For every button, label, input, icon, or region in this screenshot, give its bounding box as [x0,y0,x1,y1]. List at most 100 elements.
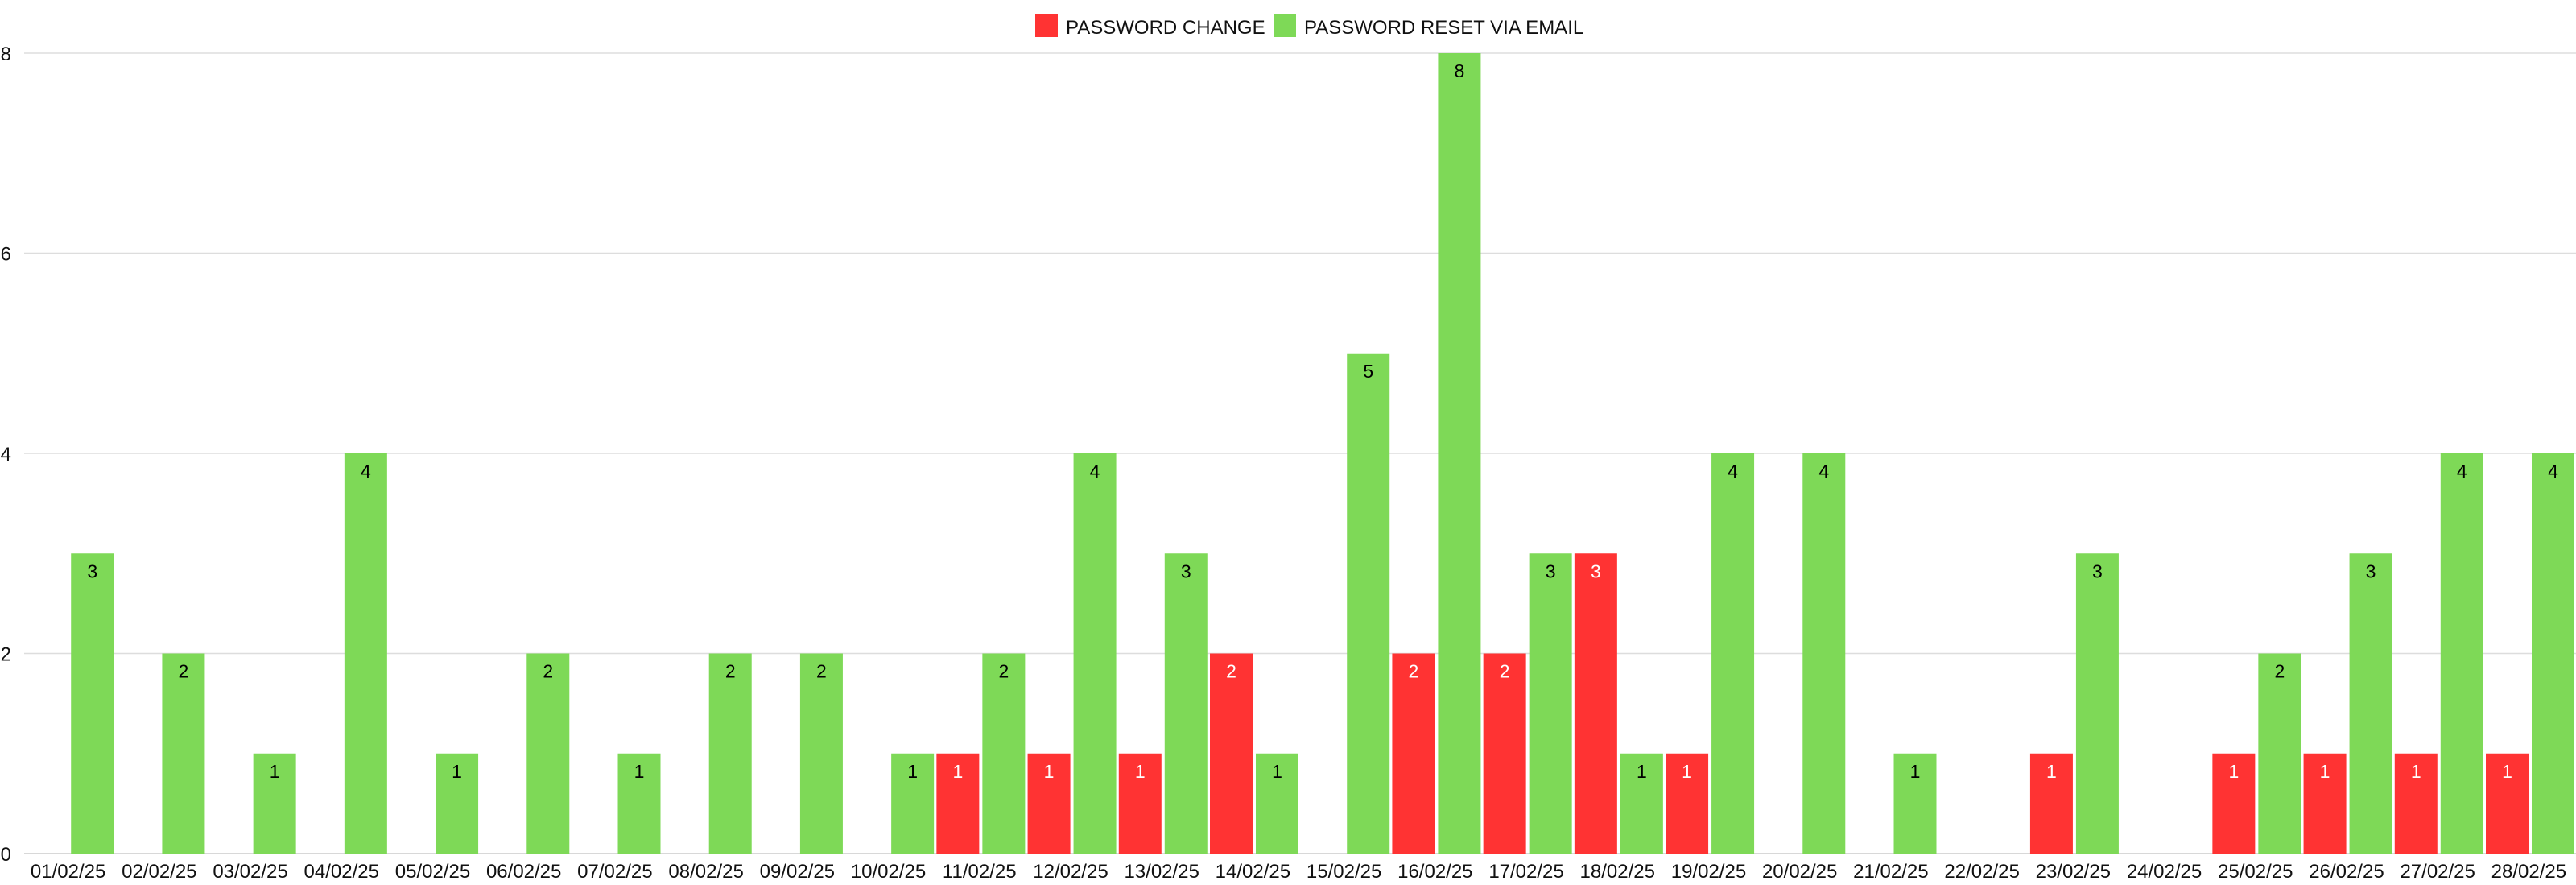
bar-password-change [1574,553,1617,854]
data-label-password-reset-via-email: 2 [2274,661,2285,682]
bar-password-change [1392,653,1435,854]
x-tick-label: 16/02/25 [1397,861,1472,881]
x-tick-label: 20/02/25 [1762,861,1837,881]
bar-password-reset-via-email [2258,653,2301,854]
data-label-password-reset-via-email: 1 [270,761,280,782]
y-axis: 0 2 4 6 8 [1,43,11,866]
bar-password-reset-via-email [2532,453,2574,854]
x-tick-label: 25/02/25 [2218,861,2293,881]
bar-password-reset-via-email [526,653,570,854]
y-tick-label: 8 [1,43,11,65]
bar-password-reset-via-email [436,753,479,854]
x-tick-label: 10/02/25 [851,861,926,881]
data-label-password-change: 1 [1044,761,1055,782]
bar-password-reset-via-email [162,653,205,854]
bar-password-change [2029,753,2073,854]
data-label-password-reset-via-email: 4 [361,461,371,482]
data-label-password-change: 1 [1682,761,1692,782]
bar-password-reset-via-email [1347,353,1390,854]
bar-password-reset-via-email [253,753,296,854]
x-tick-label: 03/02/25 [213,861,287,881]
data-label-password-change: 1 [2228,761,2239,782]
x-tick-label: 22/02/25 [1944,861,2019,881]
data-label-password-reset-via-email: 1 [1637,761,1647,782]
data-label-password-reset-via-email: 2 [998,661,1009,682]
data-label-password-reset-via-email: 1 [1272,761,1282,782]
bar-password-change [1118,753,1162,854]
bar-password-reset-via-email [1164,553,1208,854]
data-label-password-reset-via-email: 2 [725,661,736,682]
data-label-password-change: 1 [1135,761,1146,782]
bar-password-reset-via-email [617,753,661,854]
bar-password-change [1483,653,1526,854]
legend-item-password-reset-via-email[interactable]: PASSWORD RESET VIA EMAIL [1274,14,1583,39]
legend-label: PASSWORD RESET VIA EMAIL [1304,17,1583,39]
data-label-password-reset-via-email: 8 [1455,60,1465,81]
bar-password-reset-via-email [1438,53,1481,854]
x-tick-label: 24/02/25 [2127,861,2202,881]
x-tick-label: 14/02/25 [1216,861,1290,881]
x-tick-label: 27/02/25 [2400,861,2475,881]
bar-password-reset-via-email [2075,553,2119,854]
legend-label: PASSWORD CHANGE [1066,17,1265,39]
x-tick-label: 15/02/25 [1307,861,1381,881]
data-label-password-change: 2 [1226,661,1236,682]
x-tick-label: 02/02/25 [122,861,196,881]
x-tick-label: 11/02/25 [943,861,1017,881]
data-label-password-reset-via-email: 5 [1363,361,1373,382]
bar-password-change [2212,753,2256,854]
y-tick-label: 4 [1,444,11,465]
bar-password-reset-via-email [2440,453,2483,854]
data-label-password-reset-via-email: 2 [543,661,553,682]
bar-password-reset-via-email [1802,453,1846,854]
bar-password-change [1027,753,1071,854]
x-tick-label: 08/02/25 [668,861,743,881]
bar-password-change [1210,653,1253,854]
bar-password-reset-via-email [891,753,935,854]
x-tick-label: 09/02/25 [760,861,835,881]
bar-password-reset-via-email [1620,753,1663,854]
bar-password-reset-via-email [1256,753,1298,854]
bar-password-reset-via-email [1893,753,1937,854]
x-tick-label: 07/02/25 [577,861,652,881]
legend-item-password-change[interactable]: PASSWORD CHANGE [1035,14,1265,39]
legend-swatch [1274,14,1296,37]
bar-password-reset-via-email [1711,453,1755,854]
legend-swatch [1035,14,1058,37]
y-tick-label: 0 [1,844,11,866]
data-label-password-reset-via-email: 4 [1728,461,1738,482]
bar-password-reset-via-email [982,653,1026,854]
x-tick-label: 23/02/25 [2036,861,2111,881]
data-label-password-reset-via-email: 3 [1181,560,1191,581]
x-tick-label: 18/02/25 [1580,861,1655,881]
data-label-password-reset-via-email: 1 [1910,761,1921,782]
x-tick-label: 21/02/25 [1853,861,1928,881]
data-label-password-change: 2 [1500,661,1510,682]
data-label-password-reset-via-email: 1 [452,761,462,782]
x-tick-label: 04/02/25 [304,861,379,881]
bar-password-change [2303,753,2347,854]
data-labels: 3 2 1 4 1 2 1 2 2 1 1 2 1 4 1 3 2 1 5 2 8 2 3 3 1 1 4 4 1 1 3 1 2 1 3 1 4 1 4 [87,60,2558,782]
bar-password-change [936,753,980,854]
x-tick-label: 13/02/25 [1124,861,1199,881]
bar-password-reset-via-email [71,553,114,854]
data-label-password-reset-via-email: 3 [87,560,97,581]
x-tick-label: 26/02/25 [2309,861,2384,881]
bar-password-reset-via-email [2349,553,2392,854]
data-label-password-change: 1 [2502,761,2512,782]
data-label-password-change: 1 [952,761,963,782]
data-label-password-reset-via-email: 1 [907,761,918,782]
x-tick-label: 28/02/25 [2491,861,2566,881]
bar-password-change [2394,753,2438,854]
x-tick-label: 12/02/25 [1033,861,1108,881]
x-tick-label: 17/02/25 [1488,861,1563,881]
bar-password-reset-via-email [708,653,752,854]
data-label-password-reset-via-email: 4 [2548,461,2558,482]
y-tick-label: 2 [1,644,11,666]
data-label-password-reset-via-email: 3 [2092,560,2103,581]
bar-password-reset-via-email [1529,553,1572,854]
data-label-password-reset-via-email: 3 [2366,560,2376,581]
data-label-password-reset-via-email: 4 [1818,461,1829,482]
data-label-password-change: 3 [1591,560,1601,581]
